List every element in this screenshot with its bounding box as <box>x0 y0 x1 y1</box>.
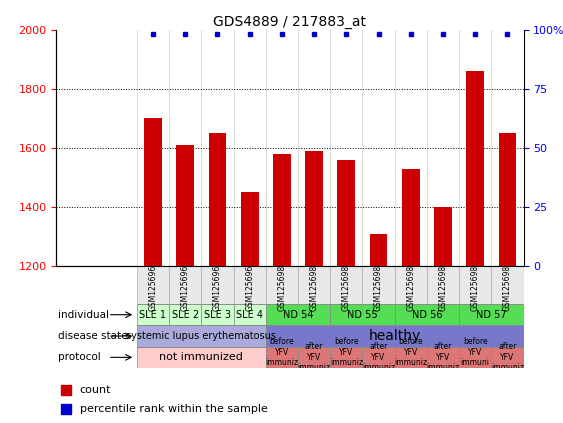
Bar <box>298 266 330 304</box>
Text: before
YFV
immuniz
ation: before YFV immuniz ation <box>265 337 298 377</box>
Bar <box>459 266 491 304</box>
Bar <box>137 266 169 304</box>
Bar <box>402 169 419 266</box>
Bar <box>427 266 459 304</box>
Bar <box>137 325 266 347</box>
Bar <box>363 266 395 304</box>
Text: GSM1256965: GSM1256965 <box>181 260 190 311</box>
Bar <box>466 71 484 266</box>
Text: disease state: disease state <box>58 331 127 341</box>
Bar <box>266 347 298 368</box>
Text: after
YFV
immuniz: after YFV immuniz <box>298 343 330 372</box>
Text: before
YFV
immuni
zation: before YFV immuni zation <box>461 337 490 377</box>
Bar <box>305 151 323 266</box>
Text: SLE 3: SLE 3 <box>204 310 231 320</box>
Text: GSM1256984: GSM1256984 <box>310 260 319 311</box>
Bar <box>491 266 524 304</box>
Bar <box>330 347 363 368</box>
Text: GSM1256987: GSM1256987 <box>503 260 512 311</box>
Bar <box>330 266 363 304</box>
Text: after
YFV
immuniz: after YFV immuniz <box>426 343 459 372</box>
Bar <box>370 234 387 266</box>
Text: ND 57: ND 57 <box>476 310 507 320</box>
Bar <box>395 266 427 304</box>
Bar <box>273 154 291 266</box>
Bar <box>363 347 395 368</box>
Text: before
YFV
immuniz
ation: before YFV immuniz ation <box>330 337 363 377</box>
Title: GDS4889 / 217883_at: GDS4889 / 217883_at <box>213 14 367 29</box>
Text: ND 56: ND 56 <box>412 310 442 320</box>
Text: GSM1256967: GSM1256967 <box>245 260 254 311</box>
Text: percentile rank within the sample: percentile rank within the sample <box>80 404 267 414</box>
Bar <box>234 304 266 325</box>
Bar <box>266 266 298 304</box>
Bar <box>395 347 427 368</box>
Bar <box>427 347 459 368</box>
Bar <box>241 192 258 266</box>
Bar <box>459 347 491 368</box>
Text: GSM1256982: GSM1256982 <box>406 260 415 311</box>
Bar <box>266 304 330 325</box>
Bar <box>176 145 194 266</box>
Text: individual: individual <box>58 310 109 320</box>
Text: after
YFV
immuniz: after YFV immuniz <box>362 343 395 372</box>
Bar <box>208 133 226 266</box>
Bar <box>298 347 330 368</box>
Bar <box>337 160 355 266</box>
Text: GSM1256980: GSM1256980 <box>278 260 287 311</box>
Bar <box>330 304 395 325</box>
Bar <box>202 266 234 304</box>
Text: after
YFV
immuniz: after YFV immuniz <box>491 343 524 372</box>
Text: SLE 2: SLE 2 <box>172 310 199 320</box>
Bar <box>234 266 266 304</box>
Text: ND 55: ND 55 <box>347 310 378 320</box>
Text: GSM1256983: GSM1256983 <box>471 260 480 311</box>
Bar <box>459 304 524 325</box>
Text: not immunized: not immunized <box>159 352 243 363</box>
Text: GSM1256966: GSM1256966 <box>213 260 222 311</box>
Text: GSM1256981: GSM1256981 <box>342 260 351 311</box>
Bar <box>169 266 202 304</box>
Bar <box>395 304 459 325</box>
Text: systemic lupus erythematosus: systemic lupus erythematosus <box>126 331 276 341</box>
Bar <box>434 207 452 266</box>
Bar <box>169 304 202 325</box>
Text: GSM1256985: GSM1256985 <box>374 260 383 311</box>
Text: healthy: healthy <box>369 329 421 343</box>
Bar <box>144 118 162 266</box>
Text: GSM1256964: GSM1256964 <box>149 260 158 311</box>
Text: protocol: protocol <box>58 352 101 363</box>
Bar <box>202 304 234 325</box>
Text: SLE 1: SLE 1 <box>140 310 167 320</box>
Bar <box>137 304 169 325</box>
Bar <box>137 347 266 368</box>
Bar <box>491 347 524 368</box>
Text: GSM1256986: GSM1256986 <box>439 260 448 311</box>
Text: before
YFV
immuniz
ation: before YFV immuniz ation <box>394 337 427 377</box>
Text: SLE 4: SLE 4 <box>236 310 263 320</box>
Bar <box>499 133 516 266</box>
Text: ND 54: ND 54 <box>283 310 313 320</box>
Bar <box>266 325 524 347</box>
Text: count: count <box>80 385 111 395</box>
